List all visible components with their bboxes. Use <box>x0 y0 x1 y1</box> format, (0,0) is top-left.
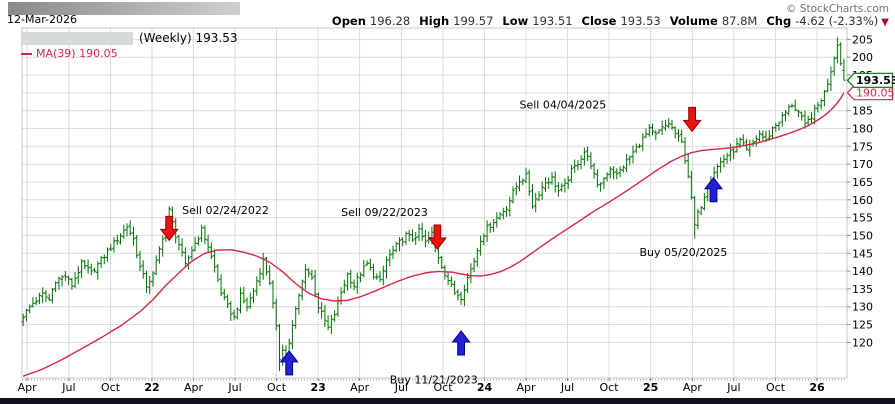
ticker-symbol-redacted-box <box>21 31 133 45</box>
ma-label: MA(39) 190.05 <box>36 47 118 60</box>
gridlines <box>21 27 848 381</box>
sell-arrow-icon <box>159 215 179 242</box>
ohlc-summary-row: Open 196.28 High 199.57 Low 193.51 Close 19… <box>323 14 889 28</box>
x-axis-tick-label: Apr <box>516 381 536 394</box>
buy-arrow-icon <box>279 350 299 376</box>
last-price-callout <box>846 72 894 88</box>
series-legend-row: (Weekly) 193.53 <box>21 31 237 45</box>
y-axis-tick-label: 165 <box>852 176 873 189</box>
y-axis-tick-label: 150 <box>852 229 873 242</box>
ticker-redaction-bar <box>8 2 240 15</box>
sell-arrow-icon <box>682 106 702 133</box>
ma-legend-row: MA(39) 190.05 <box>21 47 237 60</box>
annotation-label: Sell 04/04/2025 <box>520 98 607 111</box>
window-bottom-edge <box>0 398 895 404</box>
x-axis-tick-label: Oct <box>267 381 287 394</box>
x-axis-tick-label: Jul <box>560 381 574 394</box>
ma-39-line <box>22 92 845 377</box>
change-down-triangle-icon: ▼ <box>881 17 889 28</box>
y-axis-tick-label: 155 <box>852 212 873 225</box>
buy-sell-arrows: Sell 02/24/2022 Sell 09/22/2023 Sell 04/04… <box>159 98 728 386</box>
x-axis-tick-label: Oct <box>599 381 619 394</box>
x-axis-tick-label: Oct <box>101 381 121 394</box>
y-axis-tick-label: 180 <box>852 123 873 136</box>
x-axis-tick-label: Apr <box>184 381 204 394</box>
x-axis-tick-label: 22 <box>144 381 159 394</box>
annotation-label: Sell 09/22/2023 <box>341 206 428 219</box>
x-axis-tick-label: Jul <box>227 381 241 394</box>
callout-price-text: 190.05 <box>856 87 895 100</box>
sell-arrow-icon <box>427 224 447 250</box>
y-axis-tick-label: 205 <box>852 33 873 46</box>
x-axis-tick-label: Oct <box>766 381 786 394</box>
ohlc-volume: Volume 87.8M <box>669 14 758 28</box>
x-axis-tick-label: 23 <box>310 381 325 394</box>
ohlc-low: Low 193.51 <box>502 14 573 28</box>
y-axis-tick-label: 140 <box>852 265 873 278</box>
ohlc-high: High 199.57 <box>419 14 494 28</box>
ma-line-swatch <box>21 52 32 55</box>
ohlc-chg: Chg -4.62 (-2.33%) <box>766 14 879 28</box>
axis-labels: 120 125 130 135 140 145 150 155 160 165 170 175 180 1… <box>18 33 873 394</box>
x-axis-tick-label: Apr <box>18 381 38 394</box>
y-axis-tick-label: 135 <box>852 283 873 296</box>
y-axis-tick-label: 145 <box>852 247 873 260</box>
y-axis-tick-label: 125 <box>852 319 873 332</box>
y-axis-tick-label: 185 <box>852 105 873 118</box>
x-axis-tick-label: Oct <box>433 381 453 394</box>
x-axis-tick-label: 25 <box>643 381 658 394</box>
x-axis-tick-label: Jul <box>726 381 740 394</box>
y-axis-tick-label: 160 <box>852 194 873 207</box>
y-axis-tick-label: 120 <box>852 336 873 349</box>
annotation-label: Buy 11/21/2023 <box>390 373 478 386</box>
callout-price-text: 193.53 <box>856 74 895 87</box>
y-axis-tick-label: 175 <box>852 140 873 153</box>
chart-legend: (Weekly) 193.53 MA(39) 190.05 <box>21 31 237 60</box>
buy-arrow-icon <box>703 176 724 203</box>
x-axis-tick-label: Jul <box>61 381 75 394</box>
price-bars <box>21 37 846 374</box>
x-axis-tick-label: Apr <box>350 381 370 394</box>
x-axis-tick-label: 26 <box>809 381 825 394</box>
annotation-label: Sell 02/24/2022 <box>182 204 269 217</box>
buy-arrow-icon <box>451 330 471 356</box>
chart-date-label: 12-Mar-2026 <box>7 13 77 26</box>
y-axis-tick-label: 130 <box>852 301 873 314</box>
y-axis-tick-label: 170 <box>852 158 873 171</box>
y-axis-tick-label: 200 <box>852 51 873 64</box>
ohlc-close: Close 193.53 <box>581 14 661 28</box>
x-axis-tick-label: Jul <box>394 381 408 394</box>
x-axis-tick-label: Apr <box>683 381 703 394</box>
annotation-label: Buy 05/20/2025 <box>640 246 728 259</box>
series-label: (Weekly) 193.53 <box>139 31 238 45</box>
ohlc-open: Open 196.28 <box>331 14 411 28</box>
x-axis-tick-label: 24 <box>477 381 493 394</box>
copyright-text: © StockCharts.com <box>786 3 889 15</box>
